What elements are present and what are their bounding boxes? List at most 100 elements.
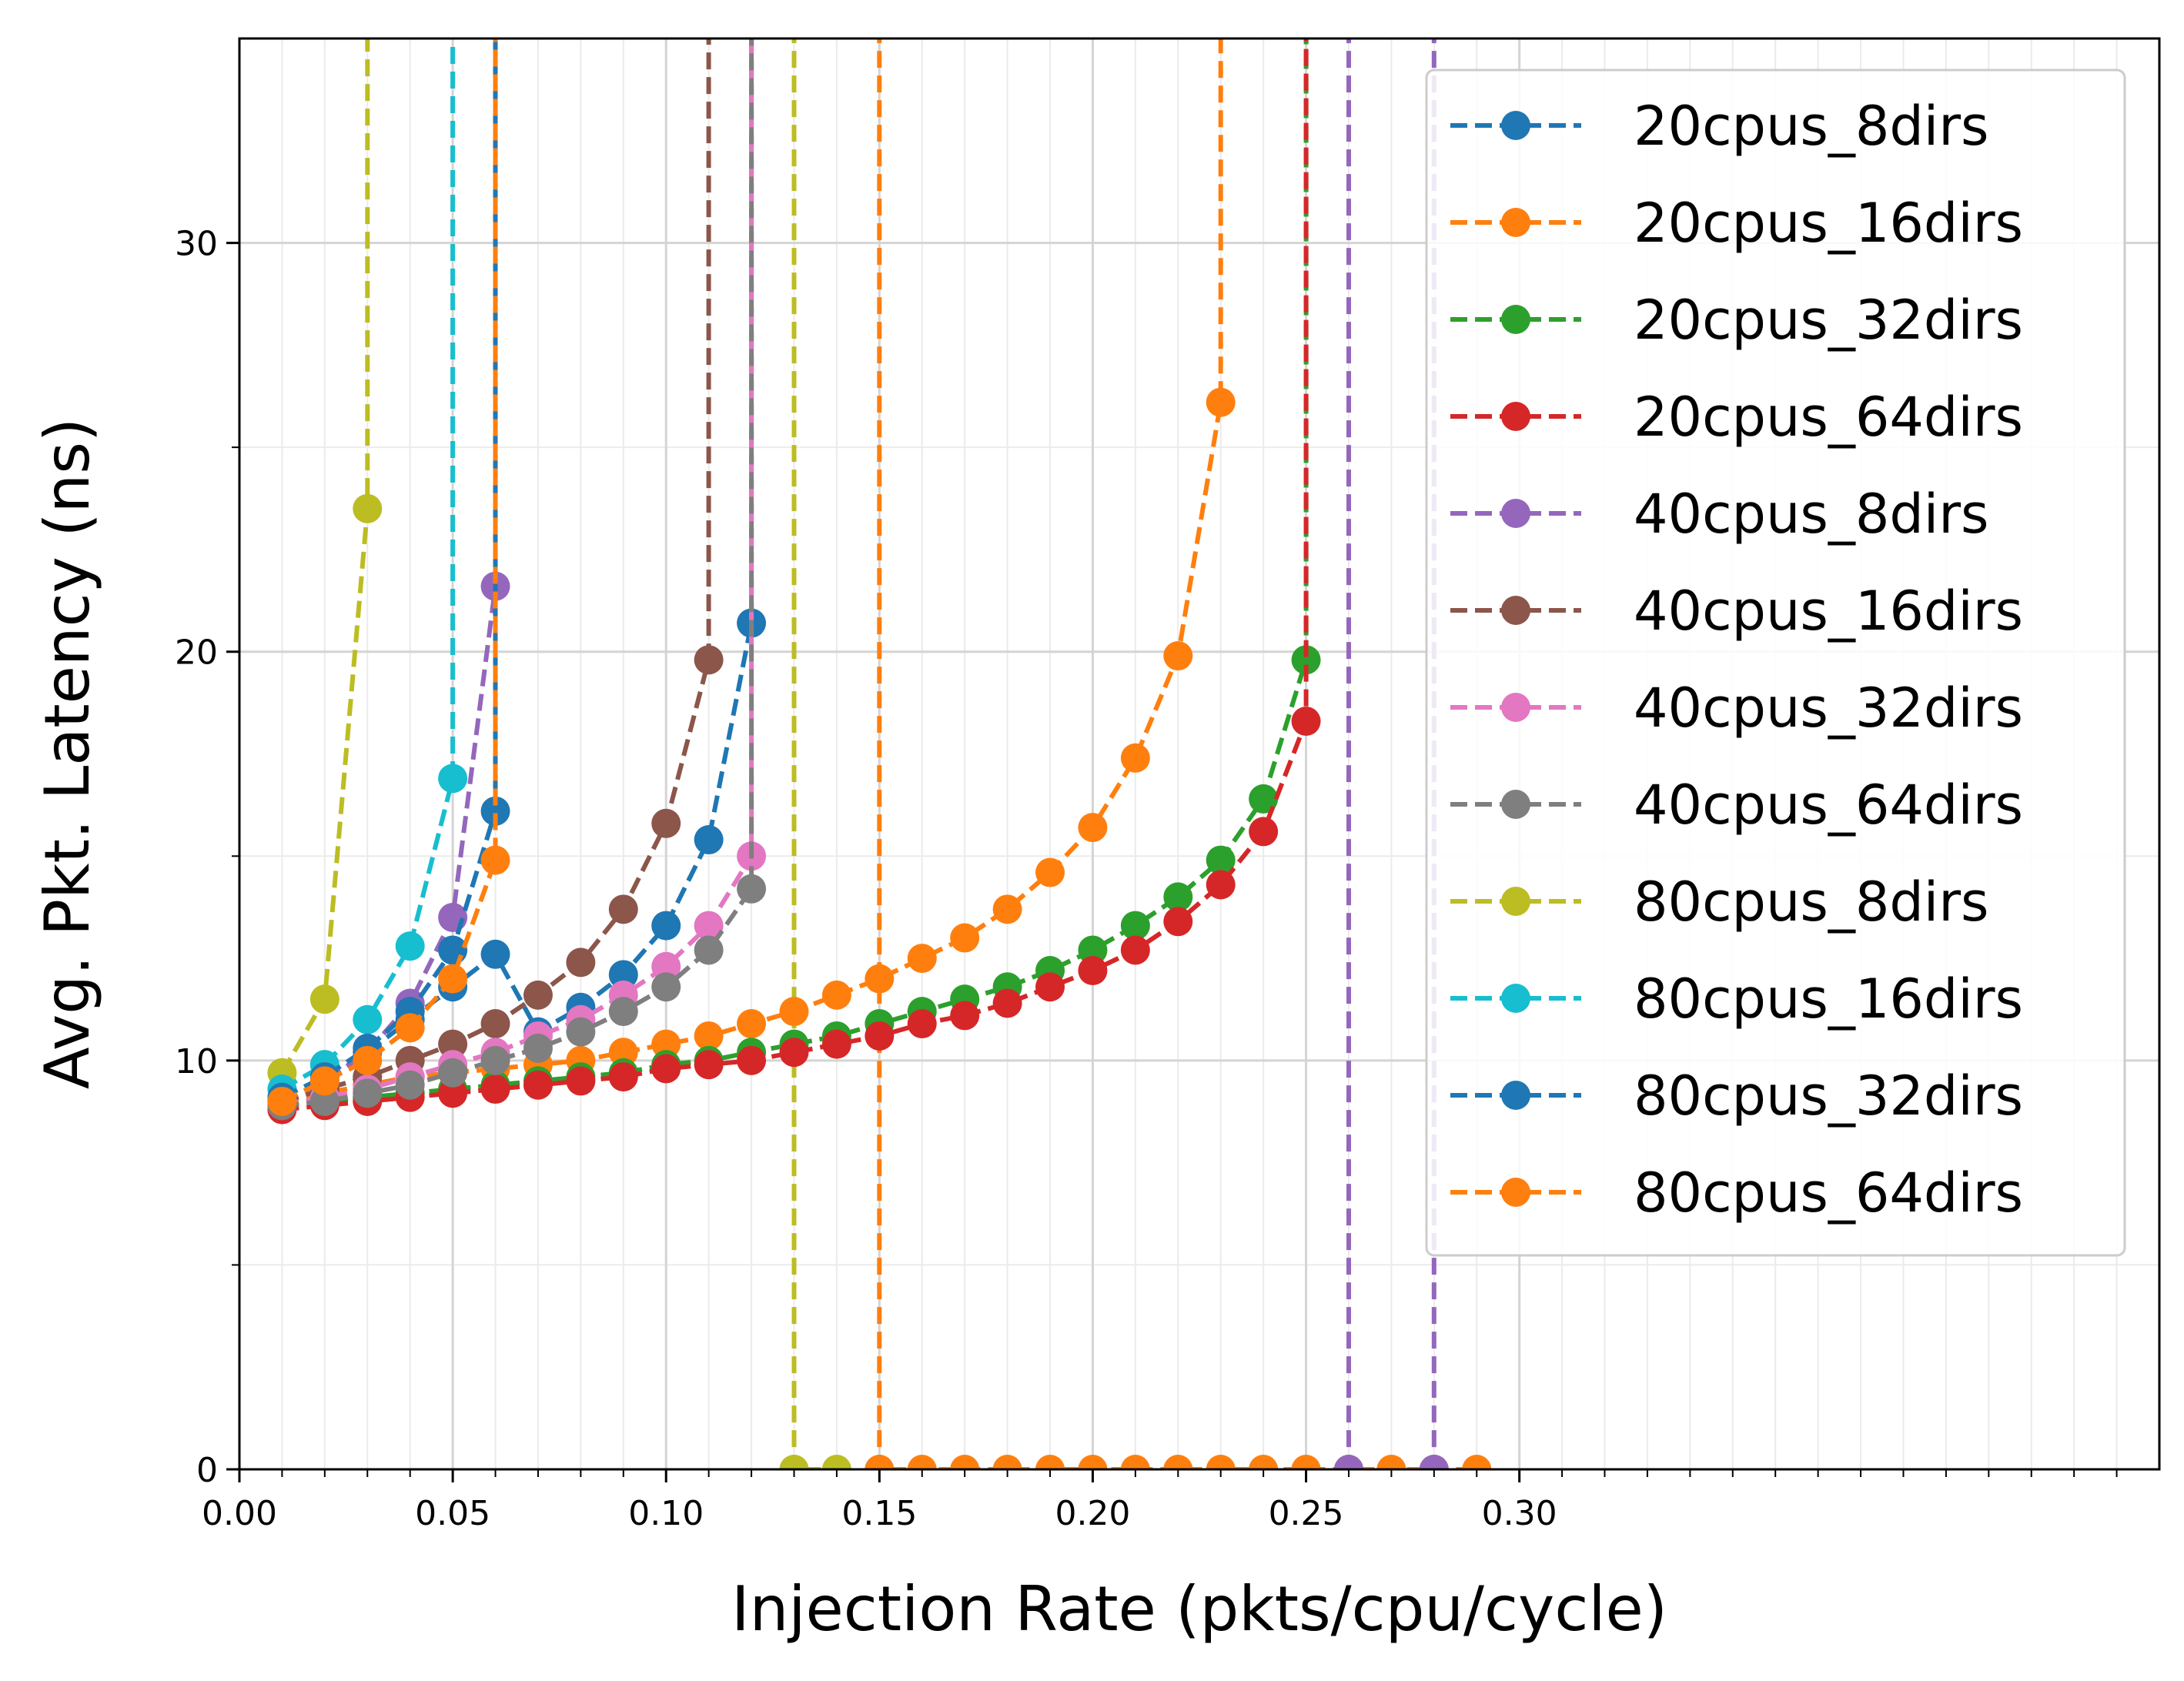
y-tick-label: 20 <box>175 633 218 673</box>
data-point <box>480 939 510 969</box>
data-point <box>651 972 681 1002</box>
data-point <box>309 984 339 1014</box>
data-point <box>480 1009 510 1039</box>
data-point <box>779 997 809 1027</box>
data-point <box>353 493 383 523</box>
data-point <box>480 796 510 826</box>
x-tick-label: 0.25 <box>1269 1494 1344 1533</box>
data-point <box>865 1455 895 1469</box>
data-point <box>694 911 724 941</box>
legend-label: 40cpus_32dirs <box>1634 677 2023 740</box>
data-point <box>395 1013 425 1043</box>
data-point <box>523 980 553 1010</box>
data-point <box>480 1074 510 1105</box>
legend-marker <box>1501 693 1530 722</box>
series-line <box>279 38 370 1074</box>
legend-marker <box>1501 499 1530 528</box>
data-point <box>694 825 724 855</box>
data-point <box>1462 1455 1492 1469</box>
data-point <box>1035 1455 1065 1469</box>
legend-label: 40cpus_64dirs <box>1634 774 2023 837</box>
data-point <box>992 988 1022 1018</box>
legend-label: 20cpus_8dirs <box>1634 95 1989 158</box>
data-point <box>480 845 510 875</box>
data-point <box>694 645 724 675</box>
data-point <box>865 964 895 994</box>
data-point <box>608 1038 638 1068</box>
data-point <box>395 1070 425 1100</box>
data-point <box>309 1086 339 1116</box>
data-point <box>480 1045 510 1075</box>
x-tick-label: 0.30 <box>1482 1494 1557 1533</box>
y-tick-label: 30 <box>175 225 218 264</box>
data-point <box>694 1021 724 1051</box>
data-point <box>267 1086 297 1116</box>
data-point <box>608 894 638 924</box>
legend-entry: 40cpus_32dirs <box>1450 677 2023 740</box>
data-point <box>907 944 937 974</box>
legend-entry: 20cpus_32dirs <box>1450 289 2023 352</box>
data-point <box>438 764 468 794</box>
data-point <box>950 923 980 953</box>
legend-marker <box>1501 984 1530 1013</box>
legend-label: 80cpus_16dirs <box>1634 967 2023 1031</box>
data-point <box>821 1029 851 1059</box>
legend-label: 40cpus_16dirs <box>1634 580 2023 643</box>
x-tick-label: 0.15 <box>841 1494 917 1533</box>
data-point <box>1078 813 1108 843</box>
legend-entry: 80cpus_32dirs <box>1450 1064 2023 1128</box>
x-tick-label: 0.05 <box>415 1494 490 1533</box>
legend-box <box>1425 69 2126 1257</box>
data-point <box>1206 1455 1236 1469</box>
data-point <box>1249 817 1279 847</box>
data-point <box>1120 1455 1150 1469</box>
data-point <box>992 1455 1022 1469</box>
legend-entry: 80cpus_16dirs <box>1450 967 2023 1031</box>
data-point <box>438 902 468 932</box>
data-point <box>907 1009 937 1039</box>
data-point <box>438 935 468 965</box>
data-point <box>737 1009 767 1039</box>
legend-marker <box>1501 402 1530 431</box>
series-layer <box>267 38 1492 1469</box>
series-40cpus_8dirs <box>1419 38 1449 1469</box>
data-point <box>1078 935 1108 965</box>
data-point <box>1206 387 1236 417</box>
data-point <box>1035 857 1065 887</box>
data-point <box>309 1066 339 1096</box>
series-80cpus_8dirs <box>779 38 851 1469</box>
data-point <box>1291 707 1321 737</box>
legend-entry: 20cpus_16dirs <box>1450 192 2023 255</box>
data-point <box>651 911 681 941</box>
data-point <box>438 1058 468 1088</box>
data-point <box>651 808 681 838</box>
data-point <box>438 1078 468 1108</box>
x-axis-ticks: 0.00 0.05 0.10 0.15 0.20 0.25 0.30 <box>202 1469 1557 1533</box>
legend-entry: 80cpus_64dirs <box>1450 1161 2023 1225</box>
data-point <box>1078 956 1108 986</box>
x-axis-label: Injection Rate (pkts/cpu/cycle) <box>731 1573 1667 1645</box>
y-axis-label: Avg. Pkt. Latency (ns) <box>32 418 103 1089</box>
legend-entry: 20cpus_64dirs <box>1450 386 2023 449</box>
data-point <box>523 1070 553 1100</box>
plot-frame <box>238 37 2161 1471</box>
data-point <box>1120 935 1150 965</box>
data-point <box>1163 641 1193 671</box>
data-point <box>1078 1455 1108 1469</box>
data-point <box>1249 784 1279 814</box>
data-point <box>1120 743 1150 773</box>
legend-entry: 40cpus_64dirs <box>1450 774 2023 837</box>
x-tick-label: 0.20 <box>1055 1494 1130 1533</box>
data-point <box>608 997 638 1027</box>
data-point <box>737 874 767 904</box>
data-point <box>651 1029 681 1059</box>
y-axis-ticks: 0 10 20 30 <box>175 225 239 1490</box>
legend-marker <box>1501 111 1530 140</box>
legend: 20cpus_8dirs 20cpus_16dirs 20cpus_32dirs 20… <box>1425 69 2126 1257</box>
legend-marker <box>1501 887 1530 916</box>
data-point <box>1163 1455 1193 1469</box>
x-tick-label: 0.00 <box>202 1494 277 1533</box>
data-point <box>907 1455 937 1469</box>
legend-marker <box>1501 596 1530 625</box>
legend-entry: 40cpus_16dirs <box>1450 580 2023 643</box>
